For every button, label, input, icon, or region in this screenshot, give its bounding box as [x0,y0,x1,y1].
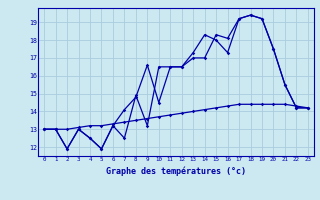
X-axis label: Graphe des températures (°c): Graphe des températures (°c) [106,167,246,176]
